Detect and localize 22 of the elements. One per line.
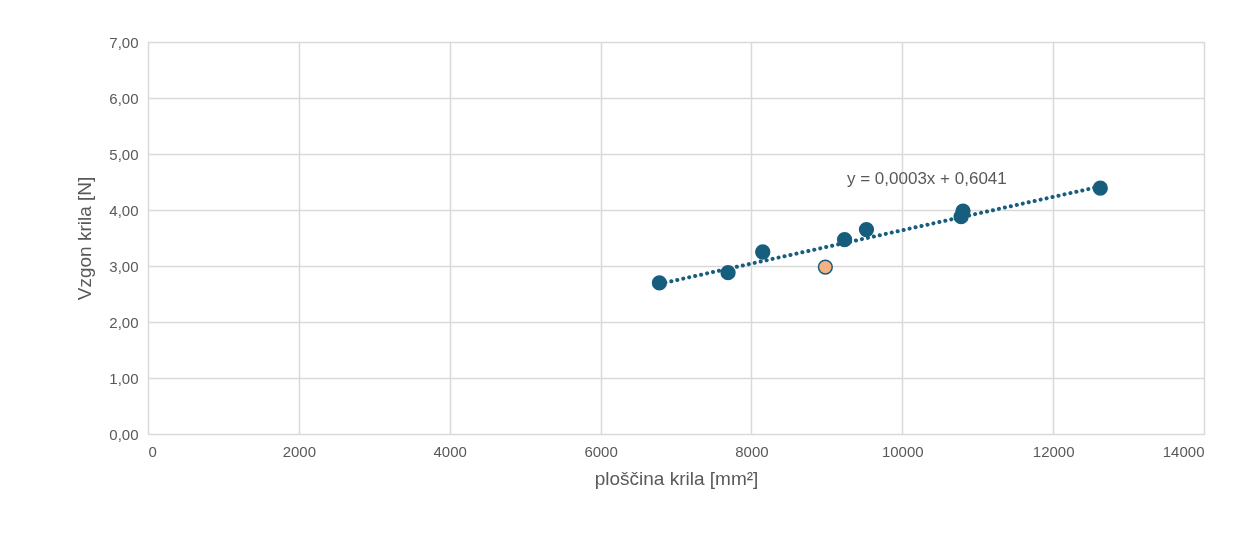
x-tick-label: 14000 <box>1162 442 1205 460</box>
y-axis-title: Vzgon krila [N] <box>74 176 96 301</box>
x-tick-label: 6000 <box>584 442 618 460</box>
y-tick-label: 4,00 <box>109 201 139 219</box>
x-tick-label: 0 <box>148 442 157 460</box>
point <box>858 221 875 238</box>
y-tick-label: 7,00 <box>109 33 139 51</box>
y-tick-label: 3,00 <box>109 257 139 275</box>
y-tick-label: 2,00 <box>109 313 139 331</box>
annotation: y = 0,0003x + 0,6041 <box>847 169 1007 188</box>
point <box>755 244 771 260</box>
x-tick-label: 8000 <box>735 442 769 460</box>
y-tick-label: 6,00 <box>109 89 139 107</box>
x-tick-label: 10000 <box>881 442 924 460</box>
x-axis-title: ploščina krila [mm²] <box>594 467 759 489</box>
point <box>817 259 833 275</box>
x-tick-label: 2000 <box>282 442 317 460</box>
x-tick-label: 12000 <box>1032 442 1075 460</box>
y-tick-label: 0,00 <box>109 425 139 443</box>
y-tick-label: 1,00 <box>109 369 139 387</box>
x-tick-label: 4000 <box>433 442 467 460</box>
y-tick-label: 5,00 <box>109 145 139 163</box>
